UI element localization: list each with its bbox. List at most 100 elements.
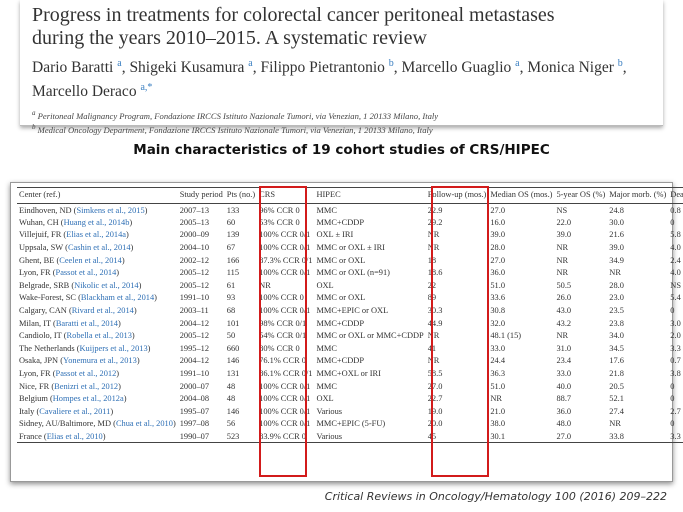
reference-link[interactable]: Rivard et al., 2014 <box>71 306 134 316</box>
reference-link[interactable]: Elias et al., 2014a <box>66 230 126 240</box>
table-header-cell: Median OS (mos.) <box>488 187 555 204</box>
table-cell: 96% CCR 0 <box>259 205 300 215</box>
table-cell: 23.5 <box>609 306 624 316</box>
center-cell: Nice, FR (Benizri et al., 2012) <box>19 381 121 391</box>
table-cell: 4.0 <box>670 243 681 253</box>
table-cell: 30.3 <box>427 306 443 316</box>
table-cell: 83.9% CCR 0 <box>257 430 315 444</box>
reference-link[interactable]: Huang et al., 2014b <box>63 217 130 227</box>
table-cell: 100% CCR 0/1 <box>259 406 311 416</box>
table-cell: 139 <box>226 230 240 240</box>
table-cell: 33.8 <box>607 430 669 444</box>
table-cell: 2004–12 <box>179 356 210 366</box>
table-cell: OXL <box>316 280 334 290</box>
reference-link[interactable]: Passot et al., 2014 <box>55 268 117 278</box>
table-cell: 0 <box>670 394 675 404</box>
table-cell: 0.8 <box>670 205 681 215</box>
table-cell: MMC+EPIC or OXL <box>316 306 389 316</box>
table-cell: 100% CCR 0/1 <box>259 230 311 240</box>
reference-link[interactable]: Baratti et al., 2014 <box>55 318 118 328</box>
table-row: Villejuif, FR (Elias et al., 2014a) 2000–… <box>17 229 683 242</box>
reference-link[interactable]: Chua et al., 2010 <box>115 419 173 429</box>
table-cell: 0 <box>670 217 675 227</box>
author-affiliation-mark: a <box>248 58 253 69</box>
reference-link[interactable]: Elias et al., 2010 <box>46 431 103 441</box>
table-cell: 53% CCR 0 <box>259 217 300 227</box>
center-cell: Italy (Cavaliere et al., 2011) <box>19 406 114 416</box>
table-header-cell: Death (%) <box>668 187 683 204</box>
table-cell: 22.7 <box>427 394 443 404</box>
table-cell: 58.5 <box>427 369 443 379</box>
table-cell: 24.4 <box>490 356 505 366</box>
reference-link[interactable]: Hompes et al., 2012a <box>52 394 124 404</box>
table-cell: 40.0 <box>556 381 572 391</box>
table-header-cell: Pts (no.) <box>224 187 258 204</box>
table-cell: 33.0 <box>556 369 572 379</box>
table-cell: 2007–13 <box>179 205 210 215</box>
table-cell: 23.8 <box>609 318 624 328</box>
reference-link[interactable]: Robella et al., 2013 <box>66 331 132 341</box>
reference-link[interactable]: Ceelen et al., 2014 <box>59 255 122 265</box>
reference-link[interactable]: Cavaliere et al., 2011 <box>39 406 111 416</box>
center-cell: Lyon, FR (Passot et al., 2012) <box>19 369 120 379</box>
table-header-row: Center (ref.) Study period Pts (no.) CRS HIP… <box>17 187 683 204</box>
table-cell: 1991–10 <box>179 293 210 303</box>
table-cell: 22.0 <box>556 217 572 227</box>
author-affiliation-mark: a,* <box>140 82 153 94</box>
center-cell: Uppsala, SW (Cashin et al., 2014) <box>19 243 134 253</box>
table-cell: 26.0 <box>556 293 572 303</box>
reference-link[interactable]: Blackham et al., 2014 <box>80 293 155 303</box>
table-cell: 100% CCR 0/1 <box>259 419 311 429</box>
table-cell: 115 <box>226 268 240 278</box>
table-cell: 36.0 <box>490 268 505 278</box>
table-cell: 523 <box>224 430 258 444</box>
center-cell: Lyon, FR (Passot et al., 2014) <box>19 268 120 278</box>
table-header-cell: HIPEC <box>314 187 426 204</box>
table-cell: 60 <box>226 217 236 227</box>
table-cell: 2004–12 <box>179 318 210 328</box>
table-cell: OXL ± IRI <box>316 230 354 240</box>
table-cell: 52.1 <box>609 394 624 404</box>
table-cell: 101 <box>226 318 240 328</box>
table-cell: 3.8 <box>670 369 681 379</box>
table-cell: 24.8 <box>609 205 624 215</box>
table-header-cell: Follow-up (mos.) <box>425 187 489 204</box>
table-cell: 100% CCR 0 <box>259 293 304 303</box>
table-row: Wake-Forest, SC (Blackham et al., 2014) 1… <box>17 292 683 305</box>
study-table: Center (ref.) Study period Pts (no.) CRS HIP… <box>17 187 683 444</box>
table-cell: 3.0 <box>670 318 681 328</box>
table-cell: 660 <box>226 343 240 353</box>
table-cell: 32.0 <box>490 318 505 328</box>
table-cell: 2004–10 <box>179 243 210 253</box>
table-cell: MMC+EPIC (5-FU) <box>316 419 386 429</box>
affiliations: a Peritoneal Malignancy Program, Fondazi… <box>32 108 653 136</box>
reference-link[interactable]: Benizri et al., 2012 <box>54 381 119 391</box>
table-cell: 86.1% CCR 0/1 <box>259 369 313 379</box>
center-cell: France (Elias et al., 2010) <box>17 430 178 444</box>
table-cell: 29.2 <box>427 217 443 227</box>
table-cell: MMC or OXL <box>316 293 366 303</box>
table-cell: 4.0 <box>670 268 681 278</box>
table-cell: 39.0 <box>490 230 505 240</box>
center-cell: Milan, IT (Baratti et al., 2014) <box>19 318 121 328</box>
reference-link[interactable]: Simkens et al., 2015 <box>76 205 145 215</box>
reference-link[interactable]: Yonemura et al., 2013 <box>62 356 137 366</box>
table-cell: 27.0 <box>427 381 443 391</box>
table-cell: 27.0 <box>554 430 608 444</box>
table-cell: NR <box>259 280 271 290</box>
reference-link[interactable]: Cashin et al., 2014 <box>67 243 131 253</box>
reference-link[interactable]: Nikolic et al., 2014 <box>74 280 139 290</box>
table-cell: 23.0 <box>609 293 624 303</box>
author-name: Filippo Pietrantonio <box>260 59 385 77</box>
table-cell: 31.0 <box>556 343 572 353</box>
reference-link[interactable]: Passot et al., 2012 <box>55 369 117 379</box>
table-cell: MMC <box>316 381 337 391</box>
table-row: Lyon, FR (Passot et al., 2014) 2005–12 115… <box>17 266 683 279</box>
table-cell: MMC+CDDP <box>316 318 364 328</box>
table-cell: 131 <box>226 369 240 379</box>
table-cell: 5.4 <box>670 293 681 303</box>
median-os-highlight-box <box>431 186 489 477</box>
table-cell: NR <box>556 255 569 265</box>
reference-link[interactable]: Kuijpers et al., 2013 <box>79 343 148 353</box>
table-header-cell: Study period <box>177 187 225 204</box>
